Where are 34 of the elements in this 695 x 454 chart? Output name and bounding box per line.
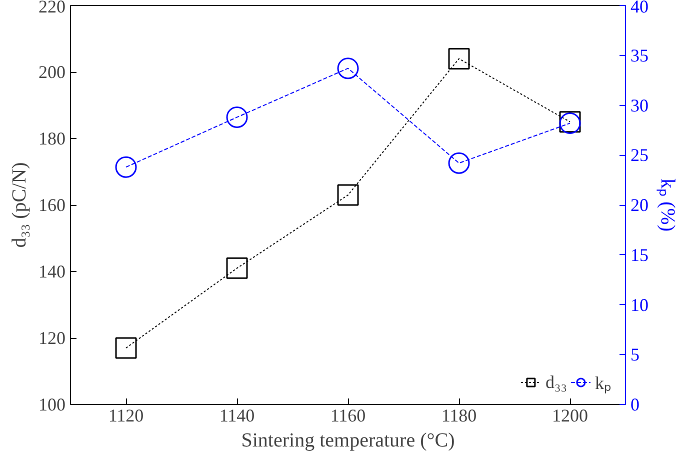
y2-tick-label: 5	[630, 344, 640, 365]
point	[337, 58, 359, 80]
legend-label: d₃₃	[545, 372, 567, 392]
y-tick-label: 100	[38, 394, 66, 414]
point	[448, 48, 470, 70]
y2-tick-label: 35	[630, 45, 648, 66]
y-tick-label: 160	[38, 195, 66, 215]
x-axis-title: Sintering temperature (°C)	[241, 430, 455, 452]
y-tick-label: 120	[38, 328, 66, 348]
x-tick-label: 1140	[219, 406, 255, 426]
y2-tick-label: 30	[630, 95, 648, 116]
point	[226, 257, 248, 279]
point	[115, 337, 137, 359]
point	[226, 106, 248, 128]
y2-tick-label: 25	[630, 145, 648, 166]
y-axis-title: d₃₃ (pC/N)	[8, 162, 30, 248]
y2-tick-label: 15	[630, 244, 648, 265]
y-tick-label: 180	[38, 128, 66, 148]
y-tick-label: 140	[38, 262, 66, 282]
x-tick-label: 1180	[441, 406, 477, 426]
x-tick-label: 1160	[330, 406, 366, 426]
y2-tick-label: 40	[630, 0, 648, 16]
x-tick-label: 1200	[552, 406, 588, 426]
y2-axis-title: kₚ (%)	[656, 178, 678, 232]
y2-tick-label: 0	[630, 394, 640, 414]
y2-tick-label: 20	[630, 195, 648, 215]
legend-label: kₚ	[595, 372, 612, 394]
x-tick-label: 1120	[108, 406, 144, 426]
point	[448, 152, 470, 174]
y-tick-label: 200	[38, 62, 66, 82]
point	[337, 184, 359, 206]
y-tick-label: 220	[38, 0, 66, 16]
y2-tick-label: 10	[630, 294, 648, 315]
point	[115, 156, 137, 178]
